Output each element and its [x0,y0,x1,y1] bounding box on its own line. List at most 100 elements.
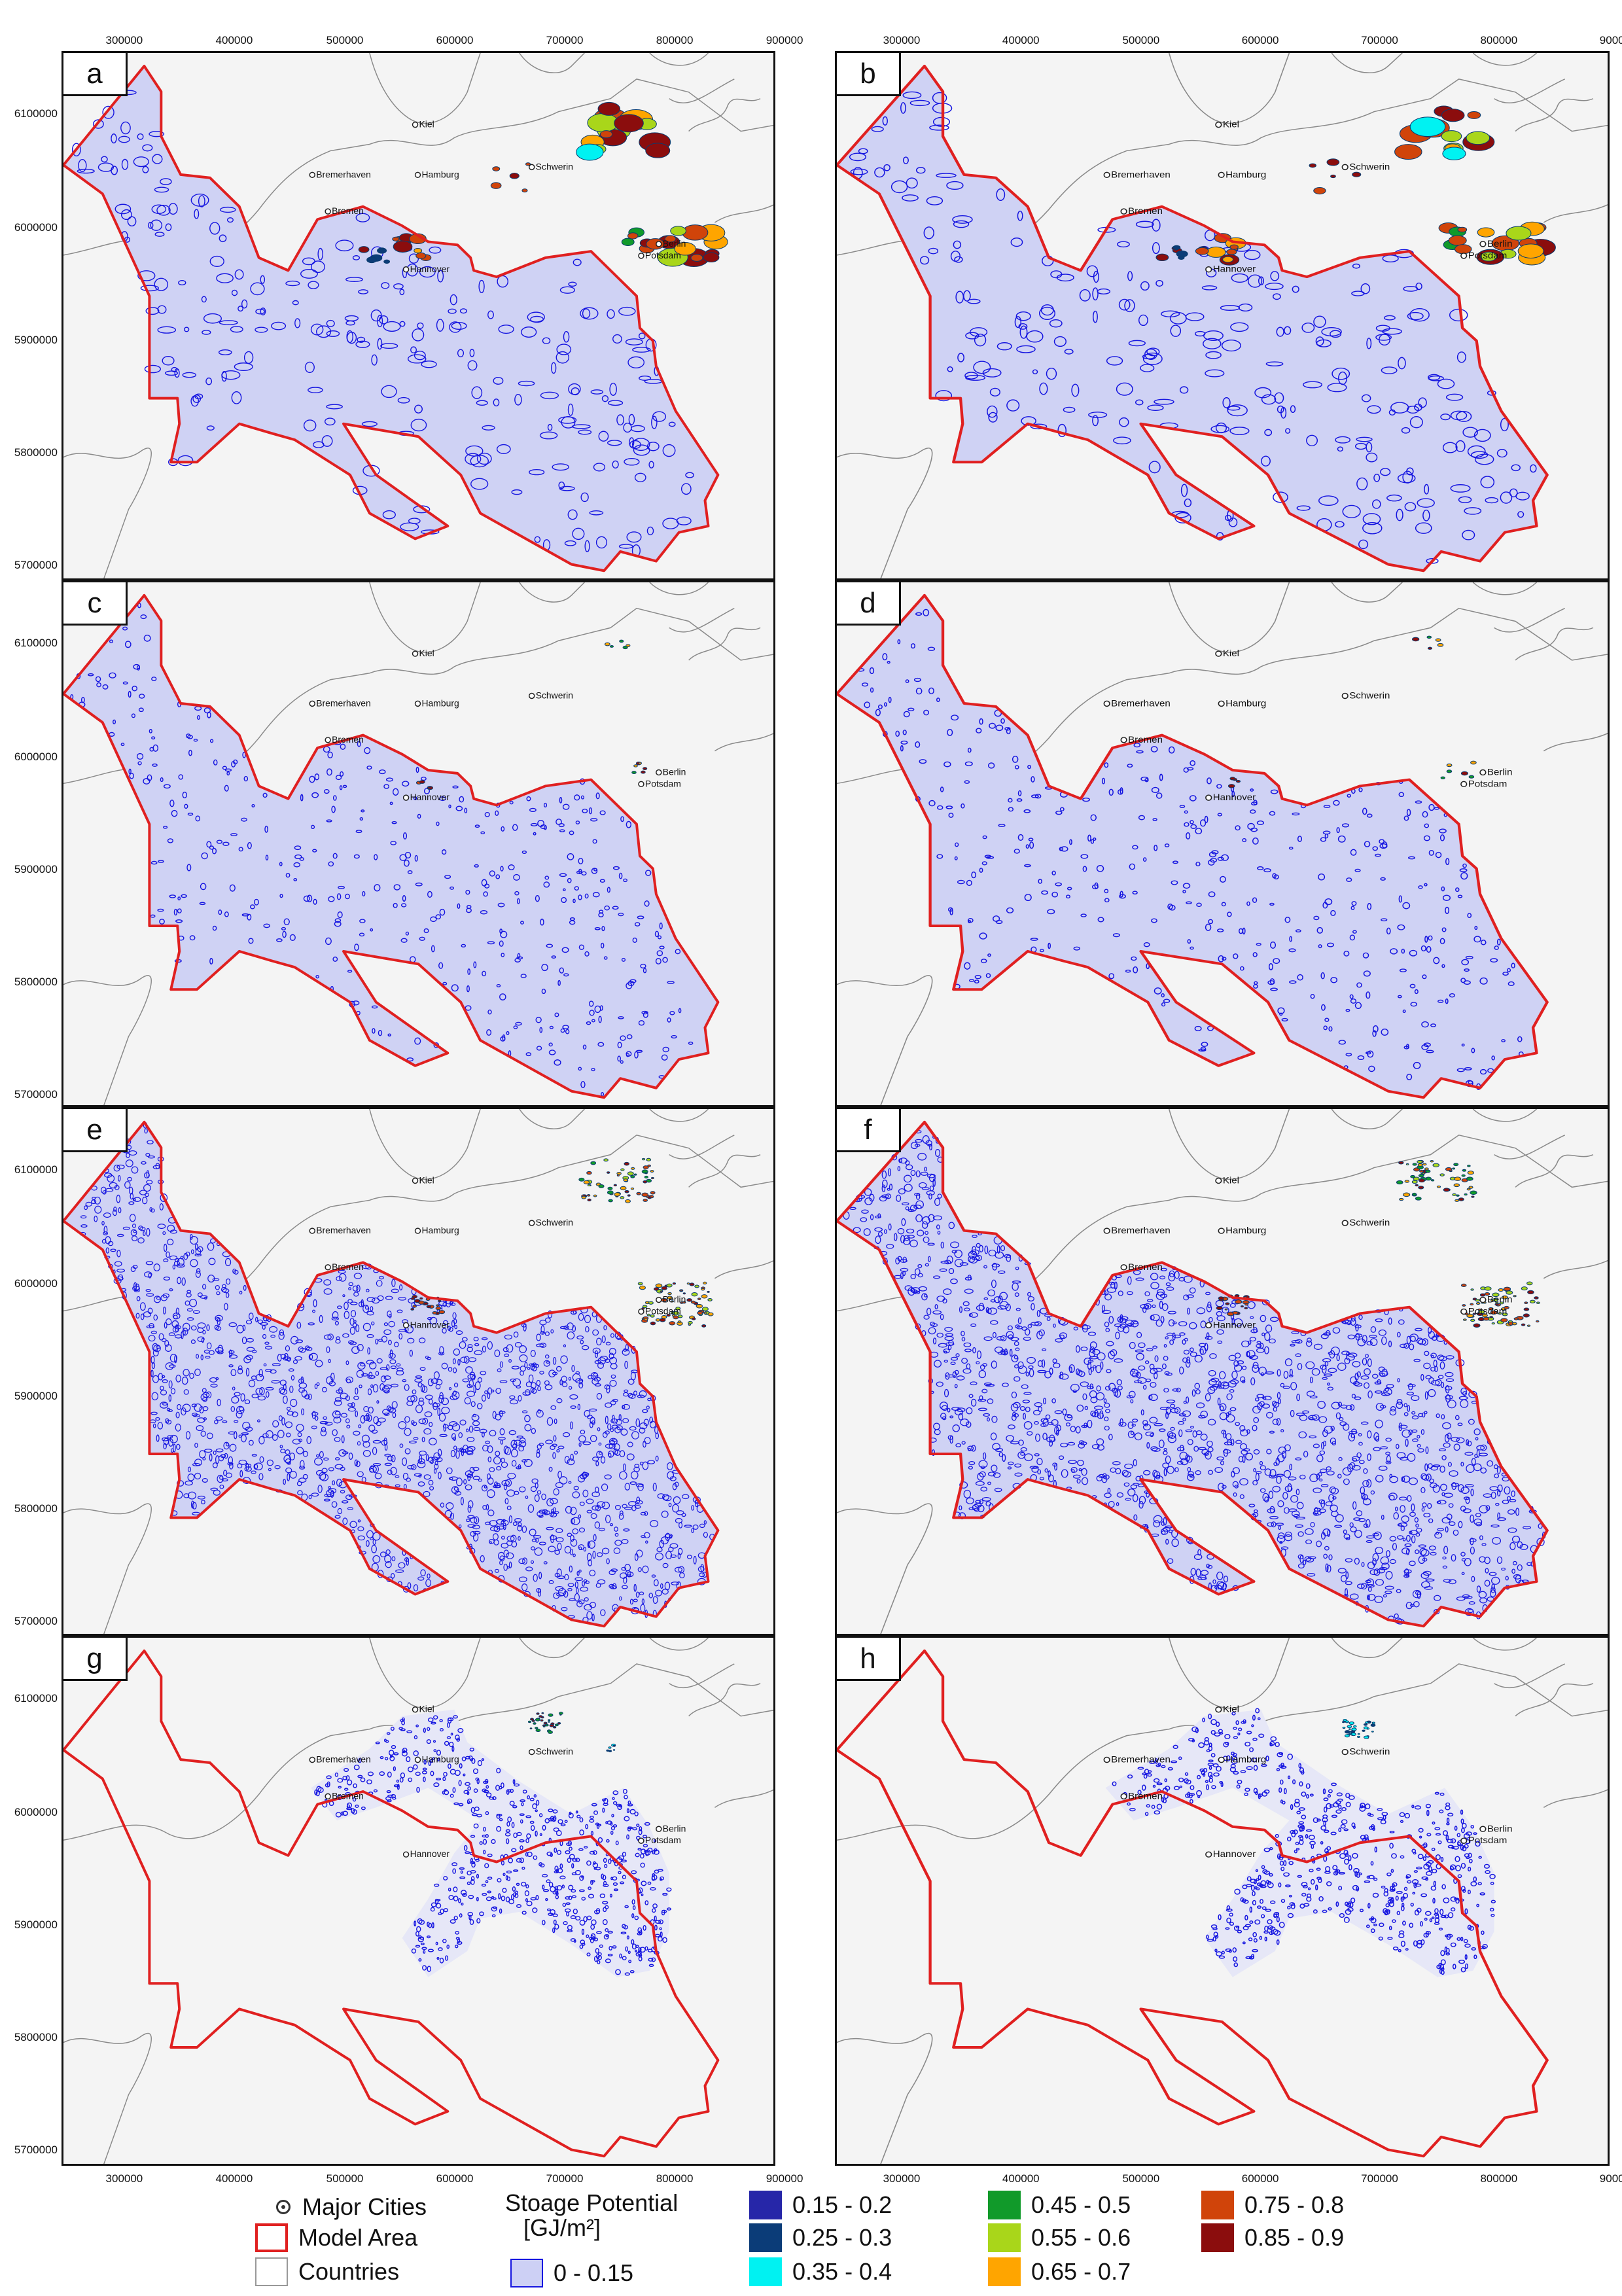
contour [902,194,919,202]
contour [1473,1428,1481,1436]
contour [366,1288,370,1293]
hotspot [643,1180,648,1184]
contour [1261,1299,1270,1305]
contour [239,1290,243,1295]
contour [1228,1354,1237,1361]
hotspot [1352,171,1362,177]
contour [377,1417,386,1423]
contour [1043,1398,1046,1405]
contour [531,1428,537,1434]
contour [1049,1368,1053,1375]
contour [595,1486,599,1493]
contour [1180,1458,1189,1466]
contour [1365,1051,1371,1055]
contour [569,1548,574,1555]
contour [1366,991,1371,999]
contour [561,947,569,953]
contour [1324,1426,1333,1434]
contour [470,1371,476,1380]
contour [961,1358,968,1364]
contour [1494,945,1499,950]
contour [1161,1521,1165,1526]
contour [144,1128,148,1134]
contour [372,1555,381,1563]
city-label: Hannover [410,792,450,802]
contour [1538,1523,1543,1529]
contour [91,1199,97,1205]
contour [1462,863,1467,868]
contour [1070,1383,1080,1392]
contour [1087,834,1091,842]
contour [124,641,132,648]
contour [1100,1361,1104,1370]
contour [304,1394,310,1400]
contour [1299,1474,1306,1479]
contour [1042,1348,1047,1352]
contour [289,1453,296,1460]
coastline [519,53,585,74]
contour [1366,338,1372,349]
contour [600,1609,606,1616]
hotspot [1155,253,1169,262]
contour [607,1423,612,1430]
contour [1187,1307,1190,1315]
contour [964,372,978,380]
contour [1023,1421,1032,1430]
contour [162,355,175,366]
contour [308,281,319,289]
contour [543,881,550,888]
contour [241,299,248,309]
contour [270,1369,277,1374]
contour [1289,1368,1293,1377]
contour [620,816,624,822]
contour [1388,1492,1398,1501]
contour [133,1282,137,1290]
contour [1305,1340,1313,1347]
contour [649,1417,654,1424]
contour [972,1347,976,1354]
contour [460,1496,464,1506]
contour [465,445,484,457]
contour [192,1502,197,1510]
contour [175,1307,180,1315]
hotspot [578,1177,585,1182]
contour [1424,1351,1430,1356]
contour [1417,1339,1426,1345]
contour [1356,436,1373,442]
contour [881,1170,887,1179]
city-marker [309,700,315,707]
contour [1402,1538,1406,1542]
contour [1345,1558,1353,1563]
contour [1422,509,1430,521]
contour [1481,1543,1487,1546]
contour [500,930,508,938]
contour [537,1490,542,1494]
city-label: Kiel [419,648,434,658]
contour [251,1394,259,1398]
contour [1150,1273,1159,1280]
contour [158,1373,164,1381]
contour [555,351,570,364]
contour [1297,974,1303,981]
contour [224,1258,232,1267]
contour [1345,1588,1349,1597]
contour [454,1491,462,1496]
contour [1417,1443,1421,1448]
contour [585,1326,590,1333]
contour [1296,1502,1304,1510]
contour [1439,938,1445,945]
contour [536,1379,541,1386]
contour [1297,1554,1304,1560]
contour [366,1540,370,1547]
contour [662,957,668,963]
contour [1465,1497,1470,1504]
hotspot [660,1290,663,1293]
contour [390,1466,397,1475]
contour [468,1357,477,1362]
contour [1026,1356,1036,1364]
contour [641,1535,646,1538]
contour [529,807,537,813]
contour [900,745,904,752]
contour [1208,1379,1217,1386]
contour [1072,1474,1081,1479]
